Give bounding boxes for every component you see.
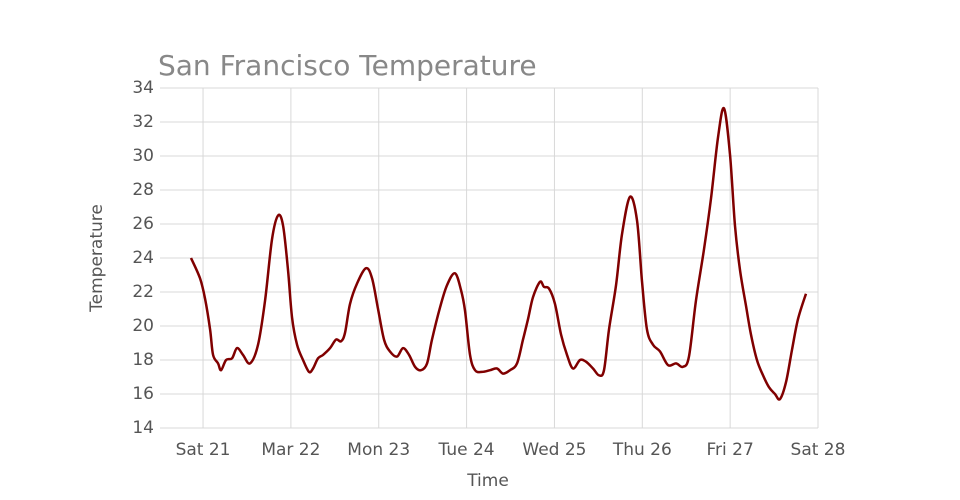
x-tick-label: Mon 23 bbox=[347, 440, 410, 460]
x-tick-label: Wed 25 bbox=[522, 440, 586, 460]
x-tick-label: Mar 22 bbox=[261, 440, 320, 460]
y-tick-label: 24 bbox=[132, 248, 154, 268]
data-line bbox=[189, 106, 808, 401]
y-tick-label: 34 bbox=[132, 78, 154, 98]
y-tick-label: 16 bbox=[132, 384, 154, 404]
y-tick-label: 22 bbox=[132, 282, 154, 302]
y-tick-label: 18 bbox=[132, 350, 154, 370]
x-tick-label: Thu 26 bbox=[612, 440, 672, 460]
y-axis-title: Temperature bbox=[87, 204, 107, 313]
x-axis-title: Time bbox=[466, 471, 509, 491]
y-tick-label: 30 bbox=[132, 146, 154, 166]
y-tick-label: 28 bbox=[132, 180, 154, 200]
x-tick-label: Tue 24 bbox=[438, 440, 495, 460]
x-tick-label: Fri 27 bbox=[707, 440, 754, 460]
y-tick-label: 26 bbox=[132, 214, 154, 234]
chart-title: San Francisco Temperature bbox=[158, 49, 537, 82]
x-tick-label: Sat 28 bbox=[791, 440, 846, 460]
y-tick-label: 32 bbox=[132, 112, 154, 132]
y-tick-label: 14 bbox=[132, 418, 154, 438]
x-tick-label: Sat 21 bbox=[176, 440, 231, 460]
y-tick-label: 20 bbox=[132, 316, 154, 336]
